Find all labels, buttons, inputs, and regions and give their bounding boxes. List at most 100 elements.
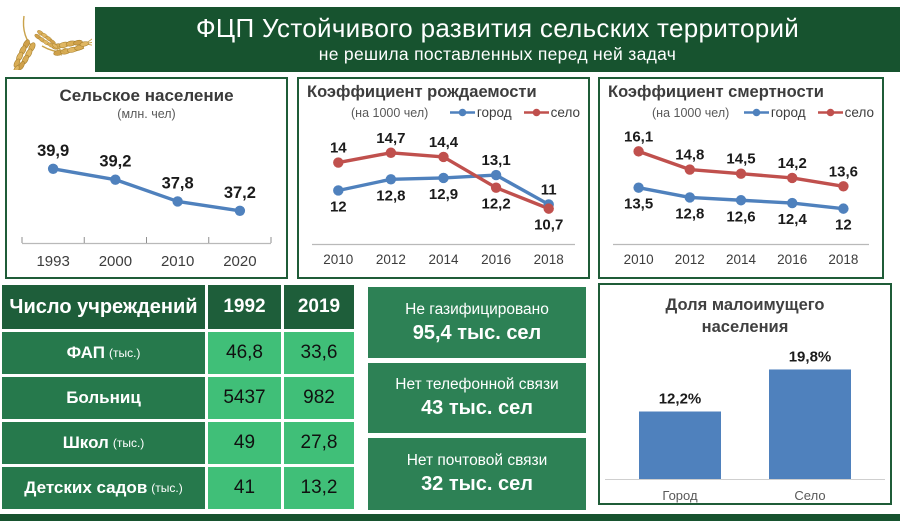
birth-rate-subrow: (на 1000 чел) город село [299,102,588,122]
svg-text:1993: 1993 [36,253,69,270]
info-box-post-label: Нет почтовой связи [406,452,548,469]
svg-text:37,2: 37,2 [224,184,256,202]
svg-text:13,1: 13,1 [481,152,510,169]
legend-marker-icon [743,108,769,116]
birth-rate-title: Коэффициент рождаемости [307,83,537,101]
svg-text:12,8: 12,8 [675,205,704,222]
svg-text:Село: Село [794,488,825,503]
table-row-label: Детских садов (тыс.) [2,467,205,509]
death-rate-legend: город село [743,105,874,120]
death-rate-subtitle: (на 1000 чел) [652,105,730,120]
table-col-1992: 1992 [208,285,281,329]
panel-rural-population: Сельское население (млн. чел) 1993 2000 20… [5,77,288,279]
svg-text:2014: 2014 [726,252,757,267]
legend-item: село [523,105,580,120]
svg-text:37,8: 37,8 [162,174,194,192]
header-banner: ФЦП Устойчивого развития сельских террит… [95,7,900,72]
table-value-2019: 27,8 [284,422,354,464]
svg-text:13,5: 13,5 [624,196,653,213]
svg-text:39,2: 39,2 [99,153,131,171]
table-value-1992: 46,8 [208,332,281,374]
legend-marker-icon [817,108,843,116]
rural-population-subtitle: (млн. чел) [117,107,176,121]
poverty-share-title: Доля малоимущего населения [665,296,825,337]
svg-text:14: 14 [330,140,347,157]
table-row-label: Школ (тыс.) [2,422,205,464]
info-box-gas-label: Не газифицировано [405,300,549,318]
svg-text:12: 12 [330,198,347,215]
death-rate-subrow: (на 1000 чел) город село [600,102,882,122]
table-value-1992: 41 [208,467,281,509]
institutions-table: Число учреждений 1992 2019 ФАП (тыс.) 46,8… [2,285,354,509]
svg-text:12: 12 [835,217,852,234]
info-box-post-value: 32 тыс. сел [421,473,533,495]
svg-text:Город: Город [662,488,698,503]
svg-text:2010: 2010 [161,253,194,270]
svg-text:2018: 2018 [828,252,858,267]
page-title: ФЦП Устойчивого развития сельских террит… [195,13,800,44]
svg-text:2012: 2012 [675,252,705,267]
info-box-phone: Нет телефонной связи 43 тыс. сел [368,363,586,433]
rural-population-title: Сельское население [59,86,234,105]
svg-text:2012: 2012 [376,252,406,267]
table-value-2019: 33,6 [284,332,354,374]
info-box-phone-label: Нет телефонной связи [395,376,559,393]
panel-death-rate: Коэффициент смертности (на 1000 чел) гор… [598,77,884,279]
table-value-2019: 982 [284,377,354,419]
info-box-phone-value: 43 тыс. сел [421,397,533,419]
svg-text:12,4: 12,4 [778,211,808,228]
info-box-gas-value: 95,4 тыс. сел [412,321,542,344]
svg-text:12,9: 12,9 [429,186,458,203]
svg-text:2010: 2010 [323,252,353,267]
svg-text:2016: 2016 [481,252,511,267]
info-box-post: Нет почтовой связи 32 тыс. сел [368,438,586,510]
page-subtitle: не решила поставленных перед ней задач [318,43,677,64]
svg-text:14,5: 14,5 [726,151,755,168]
birth-rate-chart: 2010 2012 2014 2016 2018 12 12,8 12,9 13,1 11 14 14… [312,130,575,267]
svg-text:2016: 2016 [777,252,807,267]
panel-birth-rate: Коэффициент рождаемости (на 1000 чел) го… [297,77,590,279]
svg-text:13,6: 13,6 [829,163,858,180]
death-rate-title: Коэффициент смертности [608,83,824,101]
table-value-2019: 13,2 [284,467,354,509]
svg-text:14,8: 14,8 [675,147,704,164]
svg-text:14,4: 14,4 [429,134,459,151]
legend-item: село [817,105,874,120]
wheat-icon [3,15,102,88]
wheat-logo [3,4,102,88]
birth-rate-legend: город село [449,105,580,120]
rural-population-chart: 1993 2000 2010 2020 39,9 39,2 37,8 37,2 [21,142,272,270]
info-box-gas: Не газифицировано 95,4 тыс. сел [368,287,586,358]
panel-poverty-share: Доля малоимущего населения 12,2% Город 19,… [598,283,892,505]
table-col-2019: 2019 [284,285,354,329]
table-value-1992: 5437 [208,377,281,419]
poverty-share-chart: 12,2% Город 19,8% Село [605,348,885,503]
legend-marker-icon [523,108,549,116]
legend-marker-icon [449,108,475,116]
legend-item: город [743,105,806,120]
svg-text:2010: 2010 [624,252,654,267]
table-row-label: Больниц [2,377,205,419]
svg-text:2000: 2000 [99,253,132,270]
svg-text:2018: 2018 [534,252,564,267]
svg-text:19,8%: 19,8% [789,348,832,365]
svg-text:2014: 2014 [428,252,459,267]
svg-text:10,7: 10,7 [534,217,563,234]
table-row-label: ФАП (тыс.) [2,332,205,374]
death-rate-chart: 2010 2012 2014 2016 2018 13,5 12,8 12,6 12,4 12 16… [613,128,869,267]
bottom-strip [0,514,900,521]
svg-text:14,2: 14,2 [778,155,807,172]
svg-text:12,2: 12,2 [481,196,510,213]
svg-text:2020: 2020 [223,253,256,270]
table-value-1992: 49 [208,422,281,464]
svg-text:16,1: 16,1 [624,128,653,145]
svg-text:12,8: 12,8 [376,187,405,204]
table-title: Число учреждений [2,285,205,329]
svg-text:39,9: 39,9 [37,142,69,160]
legend-item: город [449,105,512,120]
svg-text:11: 11 [541,181,557,198]
svg-text:12,6: 12,6 [726,208,755,225]
birth-rate-subtitle: (на 1000 чел) [351,105,429,120]
svg-text:14,7: 14,7 [376,130,405,147]
